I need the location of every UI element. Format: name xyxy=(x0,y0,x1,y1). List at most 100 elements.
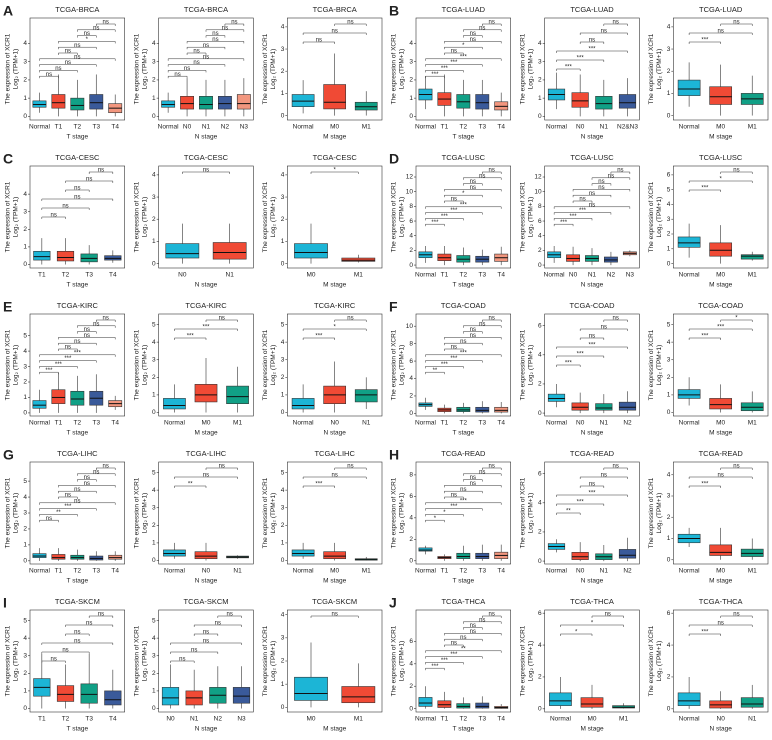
significance-bracket xyxy=(720,467,753,470)
x-tick-label: T4 xyxy=(111,124,119,131)
x-tick-label: M1 xyxy=(748,124,757,131)
significance-bracket xyxy=(553,223,574,227)
significance-label: *** xyxy=(701,630,709,636)
y-tick-label: 1 xyxy=(667,392,671,399)
significance-bracket xyxy=(88,171,114,174)
significance-bracket xyxy=(579,337,605,340)
y-tick-label: 6 xyxy=(409,493,413,500)
significance-bracket xyxy=(65,624,114,627)
significance-label: ns xyxy=(717,621,723,627)
y-tick-label: 1 xyxy=(281,681,285,688)
x-axis-label: M stage xyxy=(323,578,347,585)
significance-bracket xyxy=(720,23,753,26)
panel: TCGA-THCA The expression of XCR1 Log₂ (TPM… xyxy=(648,597,769,733)
box xyxy=(161,687,180,706)
y-axis-label: Log₂ (TPM+1) xyxy=(13,641,20,682)
significance-label: ns xyxy=(179,657,185,663)
plot-frame xyxy=(287,461,383,565)
significance-label: ns xyxy=(489,612,495,618)
panel: G TCGA-LIHC The expression of XCR1 Log₂ (TP… xyxy=(3,447,125,585)
x-tick-label: Normal xyxy=(546,420,568,427)
y-axis-label: The expression of XCR1 xyxy=(133,33,140,104)
y-axis-label: Log₂ (TPM+1) xyxy=(270,49,277,90)
significance-label: * xyxy=(333,325,336,331)
y-axis-label: Log₂ (TPM+1) xyxy=(656,197,663,238)
x-tick-label: T4 xyxy=(111,568,119,575)
significance-bracket xyxy=(77,35,97,38)
box xyxy=(437,700,452,708)
panel: B TCGA-LUAD The expression of XCR1 Log₂ (TP… xyxy=(389,3,511,141)
panel-title: TCGA-SKCM xyxy=(184,597,229,606)
significance-label: ns xyxy=(331,473,337,479)
box xyxy=(709,86,733,105)
significance-label: ns xyxy=(103,316,109,322)
significance-bracket xyxy=(41,642,114,645)
significance-bracket xyxy=(463,35,483,38)
y-tick-label: 3 xyxy=(667,493,671,500)
box xyxy=(571,402,589,411)
y-tick-label: 6 xyxy=(409,358,413,365)
significance-label: ns xyxy=(226,612,232,618)
x-tick-label: N1 xyxy=(362,420,371,427)
significance-label: ns xyxy=(489,316,495,322)
significance-label: ns xyxy=(479,469,485,475)
panel-title: TCGA-COAD xyxy=(570,301,616,310)
significance-label: *** xyxy=(565,65,573,71)
significance-label: ns xyxy=(451,345,457,351)
y-tick-label: 2 xyxy=(409,393,413,400)
x-tick-label: N0 xyxy=(202,568,211,575)
x-tick-label: N2 xyxy=(607,272,616,279)
significance-bracket xyxy=(205,35,226,38)
x-tick-label: N3 xyxy=(240,124,249,131)
significance-label: ns xyxy=(601,325,607,331)
panel: TCGA-BRCA The expression of XCR1 Log₂ (TPM… xyxy=(262,5,383,141)
significance-label: ns xyxy=(470,481,476,487)
significance-bracket xyxy=(556,68,581,71)
y-tick-label: 3 xyxy=(281,46,285,53)
x-tick-label: T4 xyxy=(497,272,505,279)
x-tick-label: N1 xyxy=(600,124,609,131)
significance-label: *** xyxy=(450,652,458,658)
significance-label: ns xyxy=(347,20,353,26)
y-tick-label: 0 xyxy=(23,410,27,417)
significance-bracket xyxy=(553,218,593,221)
box xyxy=(571,92,589,108)
significance-bracket xyxy=(688,328,753,331)
x-tick-label: T4 xyxy=(497,420,505,427)
panel-title: TCGA-BRCA xyxy=(55,5,99,14)
y-tick-label: 2 xyxy=(667,374,671,381)
significance-bracket xyxy=(174,328,238,331)
panel-label: E xyxy=(3,299,12,315)
x-tick-label: M1 xyxy=(362,568,371,575)
significance-bracket xyxy=(334,467,367,470)
x-tick-label: Normal xyxy=(293,420,315,427)
significance-label: ** xyxy=(433,368,438,374)
significance-label: *** xyxy=(577,500,585,506)
panel-label: C xyxy=(3,151,13,167)
y-axis-label: Log₂ (TPM+1) xyxy=(656,345,663,386)
panel: H TCGA-READ The expression of XCR1 Log₂ (TP… xyxy=(389,447,511,585)
panel: E TCGA-KIRC The expression of XCR1 Log₂ (TP… xyxy=(3,299,125,437)
significance-bracket xyxy=(174,485,207,488)
significance-label: ns xyxy=(717,473,723,479)
box xyxy=(51,389,66,404)
significance-label: ns xyxy=(93,321,99,327)
panel: TCGA-BRCA The expression of XCR1 Log₂ (TPM… xyxy=(133,5,254,141)
significance-label: *** xyxy=(441,658,449,664)
significance-bracket xyxy=(579,32,628,35)
y-tick-label: 3 xyxy=(667,46,671,53)
box xyxy=(180,96,194,110)
significance-label: ns xyxy=(62,204,68,210)
y-axis-label: Log₂ (TPM+1) xyxy=(270,641,277,682)
significance-label: ns xyxy=(589,202,595,208)
box xyxy=(291,398,315,410)
significance-bracket xyxy=(425,218,464,221)
significance-label: ** xyxy=(461,646,466,652)
significance-label: ns xyxy=(84,481,90,487)
plot-frame xyxy=(158,461,254,565)
significance-bracket xyxy=(482,467,502,470)
x-tick-label: N1 xyxy=(190,716,199,723)
plot-frame xyxy=(673,17,769,121)
x-tick-label: Normal xyxy=(164,420,186,427)
y-tick-label: 0 xyxy=(152,260,156,267)
